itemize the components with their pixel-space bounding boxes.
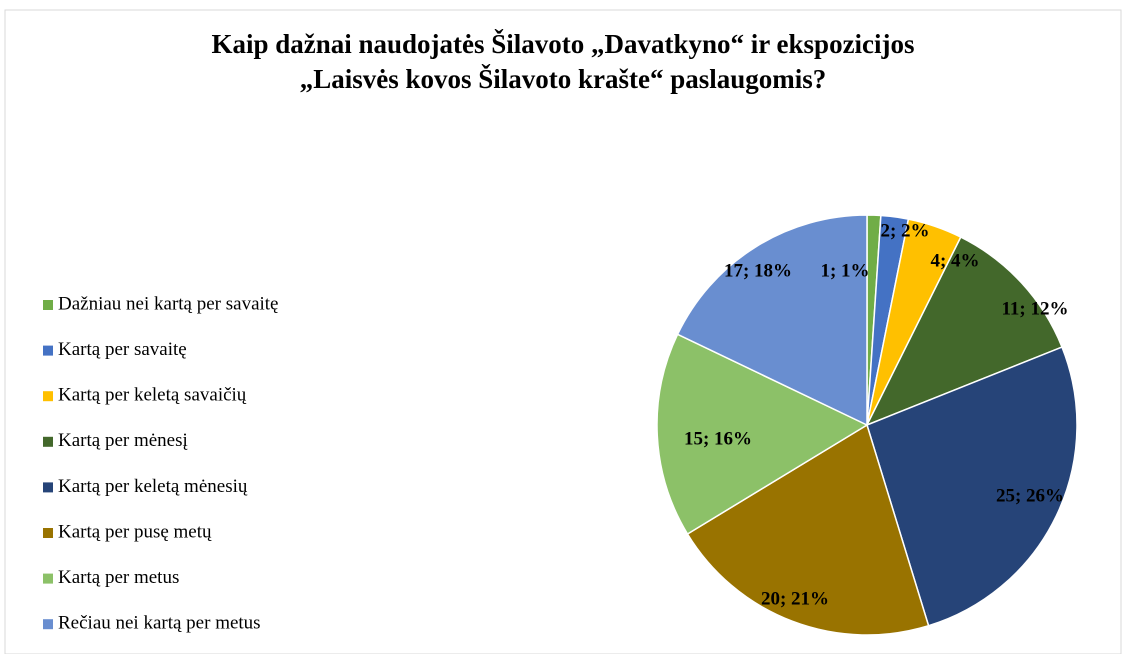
pie-slice [686, 423, 930, 636]
data-label: 11; 12% [1001, 298, 1068, 319]
data-label: 15; 16% [684, 428, 752, 449]
pie-slice [676, 214, 868, 427]
chart-title: „Laisvės kovos Šilavoto krašte“ paslaugo… [300, 64, 827, 94]
pie-slice [866, 346, 1078, 627]
legend-label: Kartą per keletą savaičių [58, 385, 247, 406]
data-label: 25; 26% [996, 485, 1064, 506]
data-label: 4; 4% [930, 250, 979, 271]
pie-slice [865, 236, 1063, 427]
legend-swatch [43, 619, 53, 630]
legend-swatch [43, 391, 53, 402]
legend-swatch [43, 482, 53, 493]
title-line: „Laisvės kovos Šilavoto krašte“ paslaugo… [300, 64, 827, 94]
legend-label: Kartą per savaitę [58, 339, 187, 360]
data-label: 1; 1% [820, 260, 869, 281]
chart-title: Kaip dažnai naudojatės Šilavoto „Davatky… [211, 29, 914, 59]
legend-swatch [43, 573, 53, 584]
pie-slice [656, 333, 869, 536]
data-label: 2; 2% [880, 220, 929, 241]
legend-swatch [43, 300, 53, 310]
legend-label: Kartą per metus [58, 567, 179, 588]
legend-label: Kartą per pusę metų [58, 521, 212, 542]
legend-swatch [43, 528, 53, 538]
legend-label: Kartą per mėnesį [58, 430, 188, 451]
legend-label: Kartą per keletą mėnesių [58, 476, 248, 497]
legend-swatch [43, 345, 53, 356]
legend-label: Rečiau nei kartą per metus [58, 613, 261, 634]
data-label: 20; 21% [761, 588, 829, 609]
legend-swatch [43, 436, 53, 447]
data-label: 17; 18% [724, 260, 792, 281]
legend-label: Dažniau nei kartą per savaitę [58, 293, 279, 314]
title-line: Kaip dažnai naudojatės Šilavoto „Davatky… [211, 29, 914, 59]
